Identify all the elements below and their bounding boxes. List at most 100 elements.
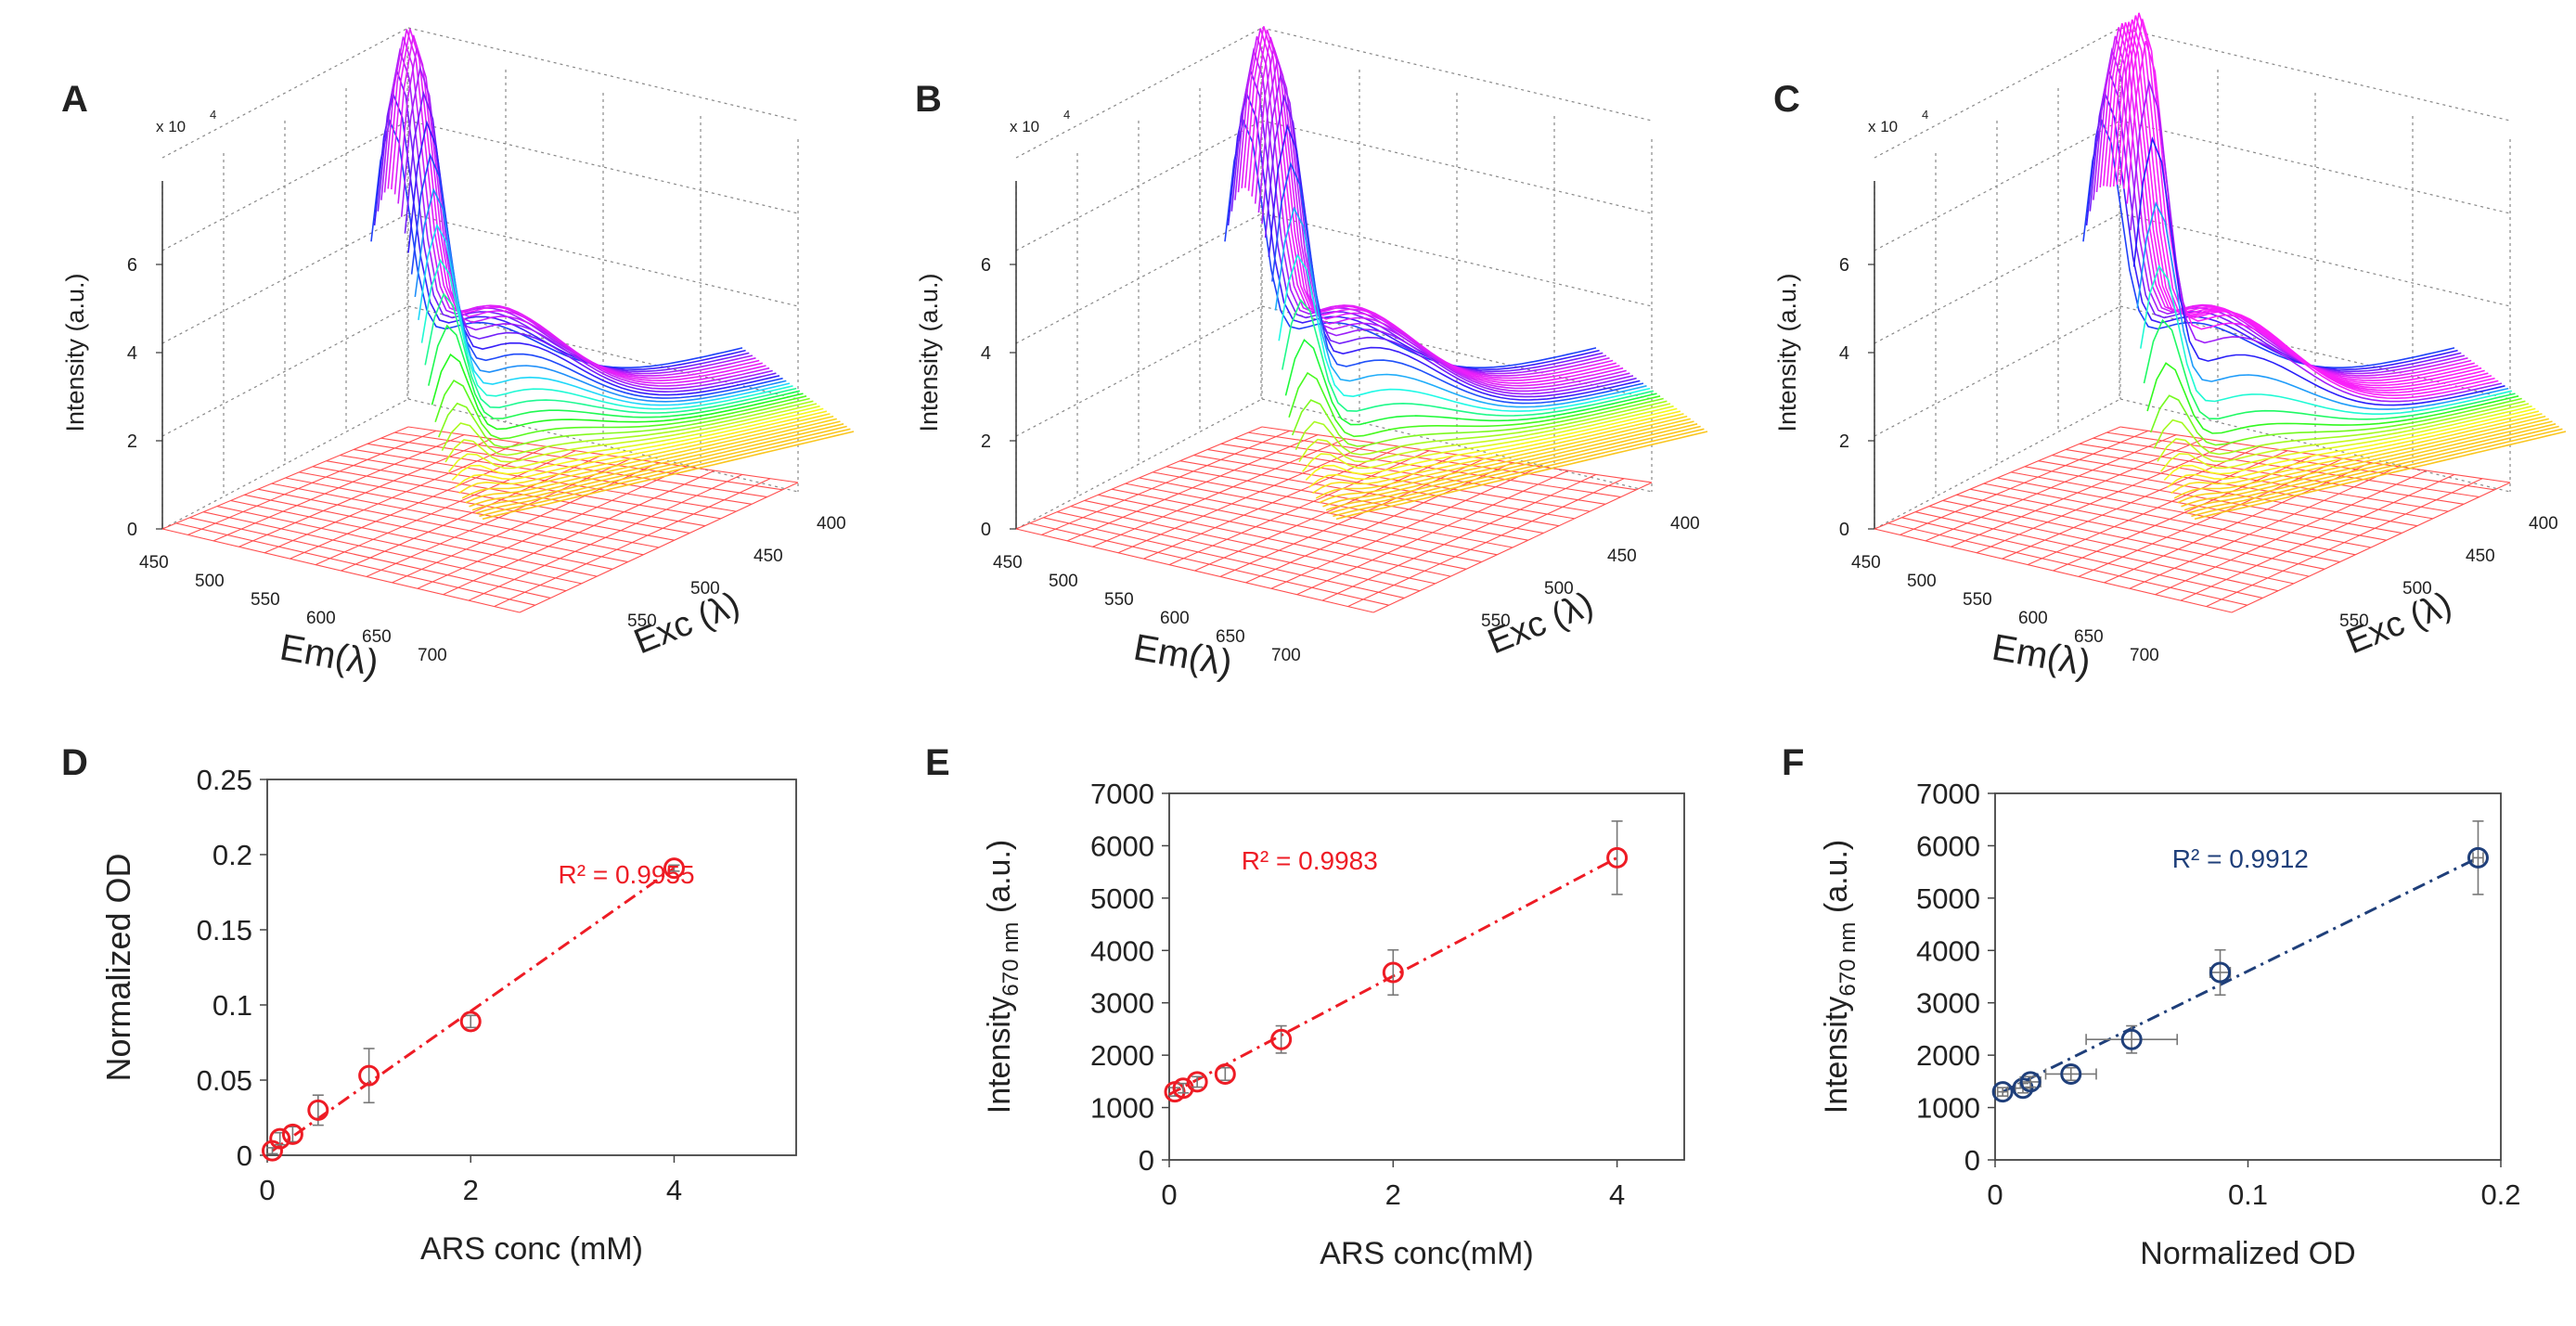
- exc-axis-label: Exc (λ): [1483, 585, 1599, 662]
- y-tick-label: 3000: [1090, 987, 1154, 1020]
- y-tick-label: 7000: [1090, 778, 1154, 810]
- em-tick-label: 550: [1963, 590, 1992, 610]
- floor-line: [264, 442, 521, 554]
- surface-line: [1308, 410, 1681, 488]
- surface-line: [469, 420, 841, 508]
- y-tick-label: 0.1: [213, 989, 252, 1022]
- panel-f-chart: F 0 1000 2000 3000 4000 5000 6000 7000 0 0.1 0.2 Nor…: [1782, 742, 2521, 1271]
- surface-line: [2126, 40, 2499, 400]
- fit-line: [271, 867, 676, 1152]
- surface-line: [444, 403, 818, 463]
- floor-line: [187, 430, 437, 535]
- z-multiplier: x 10: [1868, 118, 1898, 135]
- surface-line: [2159, 405, 2532, 472]
- data-point: [269, 1127, 291, 1150]
- floor-line: [1874, 426, 2121, 530]
- em-tick-label: 550: [1104, 590, 1134, 610]
- surface-line: [2089, 67, 2462, 373]
- floor-line: [1270, 466, 1541, 589]
- y-tick-label: 5000: [1916, 882, 1980, 915]
- y-tick-label: 5000: [1090, 882, 1154, 915]
- exc-tick-label: 450: [1607, 547, 1637, 566]
- surface-line: [479, 428, 851, 518]
- em-tick-label: 500: [195, 572, 225, 591]
- em-tick-label: 700: [1271, 646, 1301, 665]
- z-axis-label: Intensity (a.u.): [915, 273, 943, 431]
- em-tick-label: 650: [1216, 627, 1245, 647]
- surface-line: [1312, 413, 1684, 495]
- floor-line: [468, 473, 743, 601]
- x-tick-label: 2: [1385, 1178, 1401, 1211]
- panel-d-chart: D 0 0.05 0.1 0.15 0.2 0.25 0 2 4 ARS conc (mM) Norm…: [61, 742, 797, 1267]
- floor-line: [1347, 478, 1625, 608]
- grid-line: [161, 27, 409, 159]
- surface-line: [2173, 415, 2546, 499]
- grid-line: [2119, 398, 2511, 493]
- y-label-unit: (a.u.): [982, 840, 1017, 922]
- floor-line: [1194, 454, 1458, 572]
- grid-line: [1261, 27, 1653, 122]
- r-squared-annotation: R² = 0.9955: [559, 860, 695, 889]
- wall-grid: [1015, 27, 1653, 530]
- z-exponent: 4: [1063, 108, 1070, 122]
- em-tick-label: 700: [2130, 646, 2159, 665]
- surface-line: [2095, 35, 2468, 377]
- surface-line: [428, 324, 800, 419]
- surface-line: [410, 152, 783, 399]
- floor-line: [417, 466, 688, 589]
- y-tick-label: 3000: [1916, 987, 1980, 1020]
- surface-line: [447, 405, 820, 473]
- surface-line: [370, 119, 743, 368]
- surface-line: [465, 418, 837, 504]
- y-tick-label: 0: [1139, 1144, 1154, 1177]
- floor-line: [290, 445, 548, 560]
- floor-line: [1015, 426, 1263, 530]
- surface-line: [455, 410, 828, 488]
- data-point: [1172, 1077, 1194, 1100]
- surface-line: [2153, 400, 2526, 456]
- floor-line: [1143, 445, 1402, 560]
- plot-frame: [1168, 792, 1685, 1161]
- y-tick-label: 0: [237, 1139, 252, 1172]
- y-tick-label: 6000: [1090, 830, 1154, 862]
- floor-mesh: [1015, 426, 1653, 613]
- exc-tick-label: 400: [817, 514, 846, 534]
- z-tick-label: 2: [1839, 431, 1849, 452]
- panel-e-chart: E 0 1000 2000 3000 4000 5000 6000 7000 0 2 4 ARS con…: [925, 742, 1685, 1271]
- surface-line: [424, 292, 797, 414]
- exc-tick-label: 500: [2402, 579, 2432, 599]
- panel-b-3d: Bx 10 4 0 2 4 6 Intensity (a.u.) 450 500 550 600 65…: [915, 26, 1708, 684]
- y-tick-label: 0.2: [213, 839, 252, 871]
- z-exponent: 4: [1922, 108, 1928, 122]
- surface-mesh: [2082, 12, 2567, 521]
- surface-line: [1325, 423, 1698, 511]
- data-point: [1606, 846, 1629, 869]
- y-tick-label: 0.05: [197, 1064, 252, 1097]
- y-axis-label: Normalized OD: [99, 853, 137, 1081]
- surface-line: [2170, 413, 2543, 495]
- exc-axis-label: Exc (λ): [2341, 585, 2457, 662]
- grid-line: [2119, 212, 2511, 307]
- em-tick-label: 600: [306, 609, 336, 628]
- data-point: [2060, 1062, 2082, 1085]
- floor-line: [443, 470, 715, 596]
- surface-line: [1294, 400, 1668, 456]
- floor-line: [341, 454, 604, 572]
- z-tick-label: 0: [1839, 520, 1849, 540]
- data-point: [358, 1064, 380, 1087]
- exc-axis-label: Exc (λ): [629, 585, 745, 662]
- data-point: [281, 1123, 303, 1145]
- surface-line: [458, 413, 831, 495]
- z-tick-label: 4: [127, 343, 137, 364]
- exc-tick-label: 500: [1544, 579, 1574, 599]
- z-tick-label: 2: [127, 431, 137, 452]
- surface-line: [2112, 19, 2485, 389]
- surface-line: [2109, 21, 2482, 387]
- floor-line: [1245, 462, 1513, 584]
- panel-letter: B: [915, 79, 942, 120]
- y-tick-label: 0: [1964, 1144, 1980, 1177]
- r-squared-annotation: R² = 0.9912: [2172, 844, 2309, 873]
- y-axis-label: Intensity670 nm (a.u.): [1819, 840, 1861, 1114]
- surface-line: [475, 425, 847, 514]
